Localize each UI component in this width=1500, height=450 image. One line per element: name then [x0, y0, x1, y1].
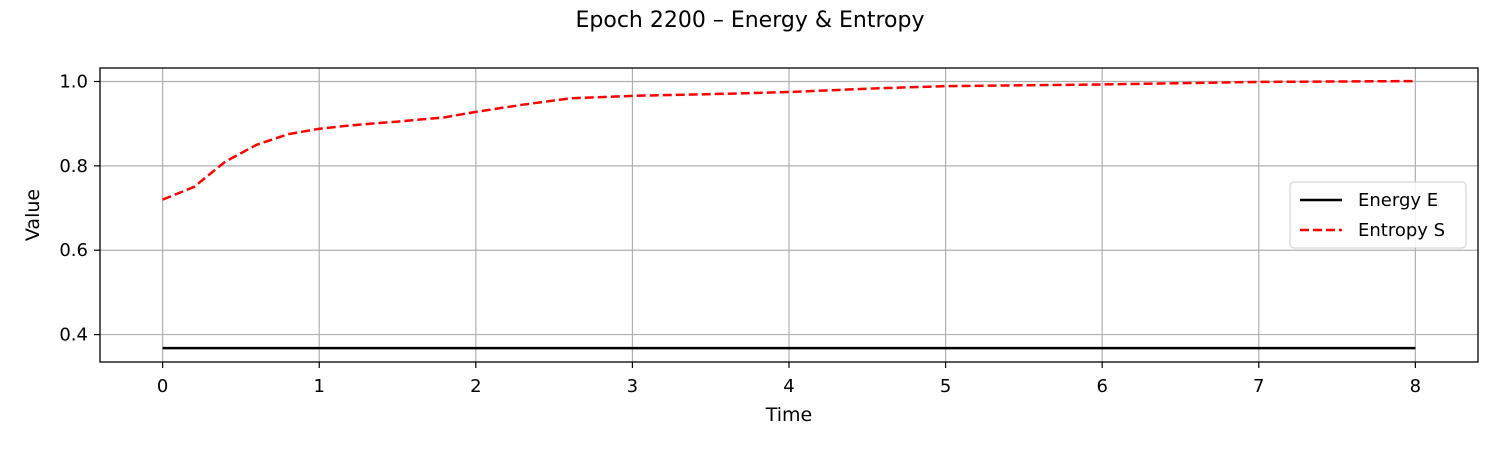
series-line-entropy: [162, 79, 1416, 201]
legend-label-entropy: Entropy S: [1358, 220, 1445, 241]
legend-box: [1289, 181, 1467, 249]
x-tick-label: 6: [1096, 376, 1107, 397]
x-tick-label: 2: [470, 376, 481, 397]
chart-title: Epoch 2200 – Energy & Entropy: [576, 8, 925, 33]
grid: [100, 68, 1478, 362]
x-tick-label: 5: [940, 376, 951, 397]
x-tick-label: 3: [627, 376, 638, 397]
y-axis-label: Value: [22, 189, 44, 241]
y-tick-label: 0.8: [59, 156, 88, 177]
y-tick-label: 0.4: [59, 325, 88, 346]
x-axis-label: Time: [765, 404, 813, 426]
legend: Energy E Entropy S: [1289, 181, 1467, 249]
y-tick-label: 0.6: [59, 240, 88, 261]
legend-label-energy: Energy E: [1358, 190, 1438, 211]
y-axis-ticks: 0.4 0.6 0.8 1.0: [59, 71, 100, 346]
y-tick-label: 1.0: [59, 71, 88, 92]
x-tick-label: 1: [314, 376, 325, 397]
x-tick-label: 7: [1253, 376, 1264, 397]
series-lines: [162, 79, 1416, 350]
x-tick-label: 0: [157, 376, 168, 397]
x-tick-label: 4: [783, 376, 794, 397]
x-tick-label: 8: [1410, 376, 1421, 397]
x-axis-ticks: 0 1 2 3 4 5 6 7 8: [157, 362, 1421, 397]
